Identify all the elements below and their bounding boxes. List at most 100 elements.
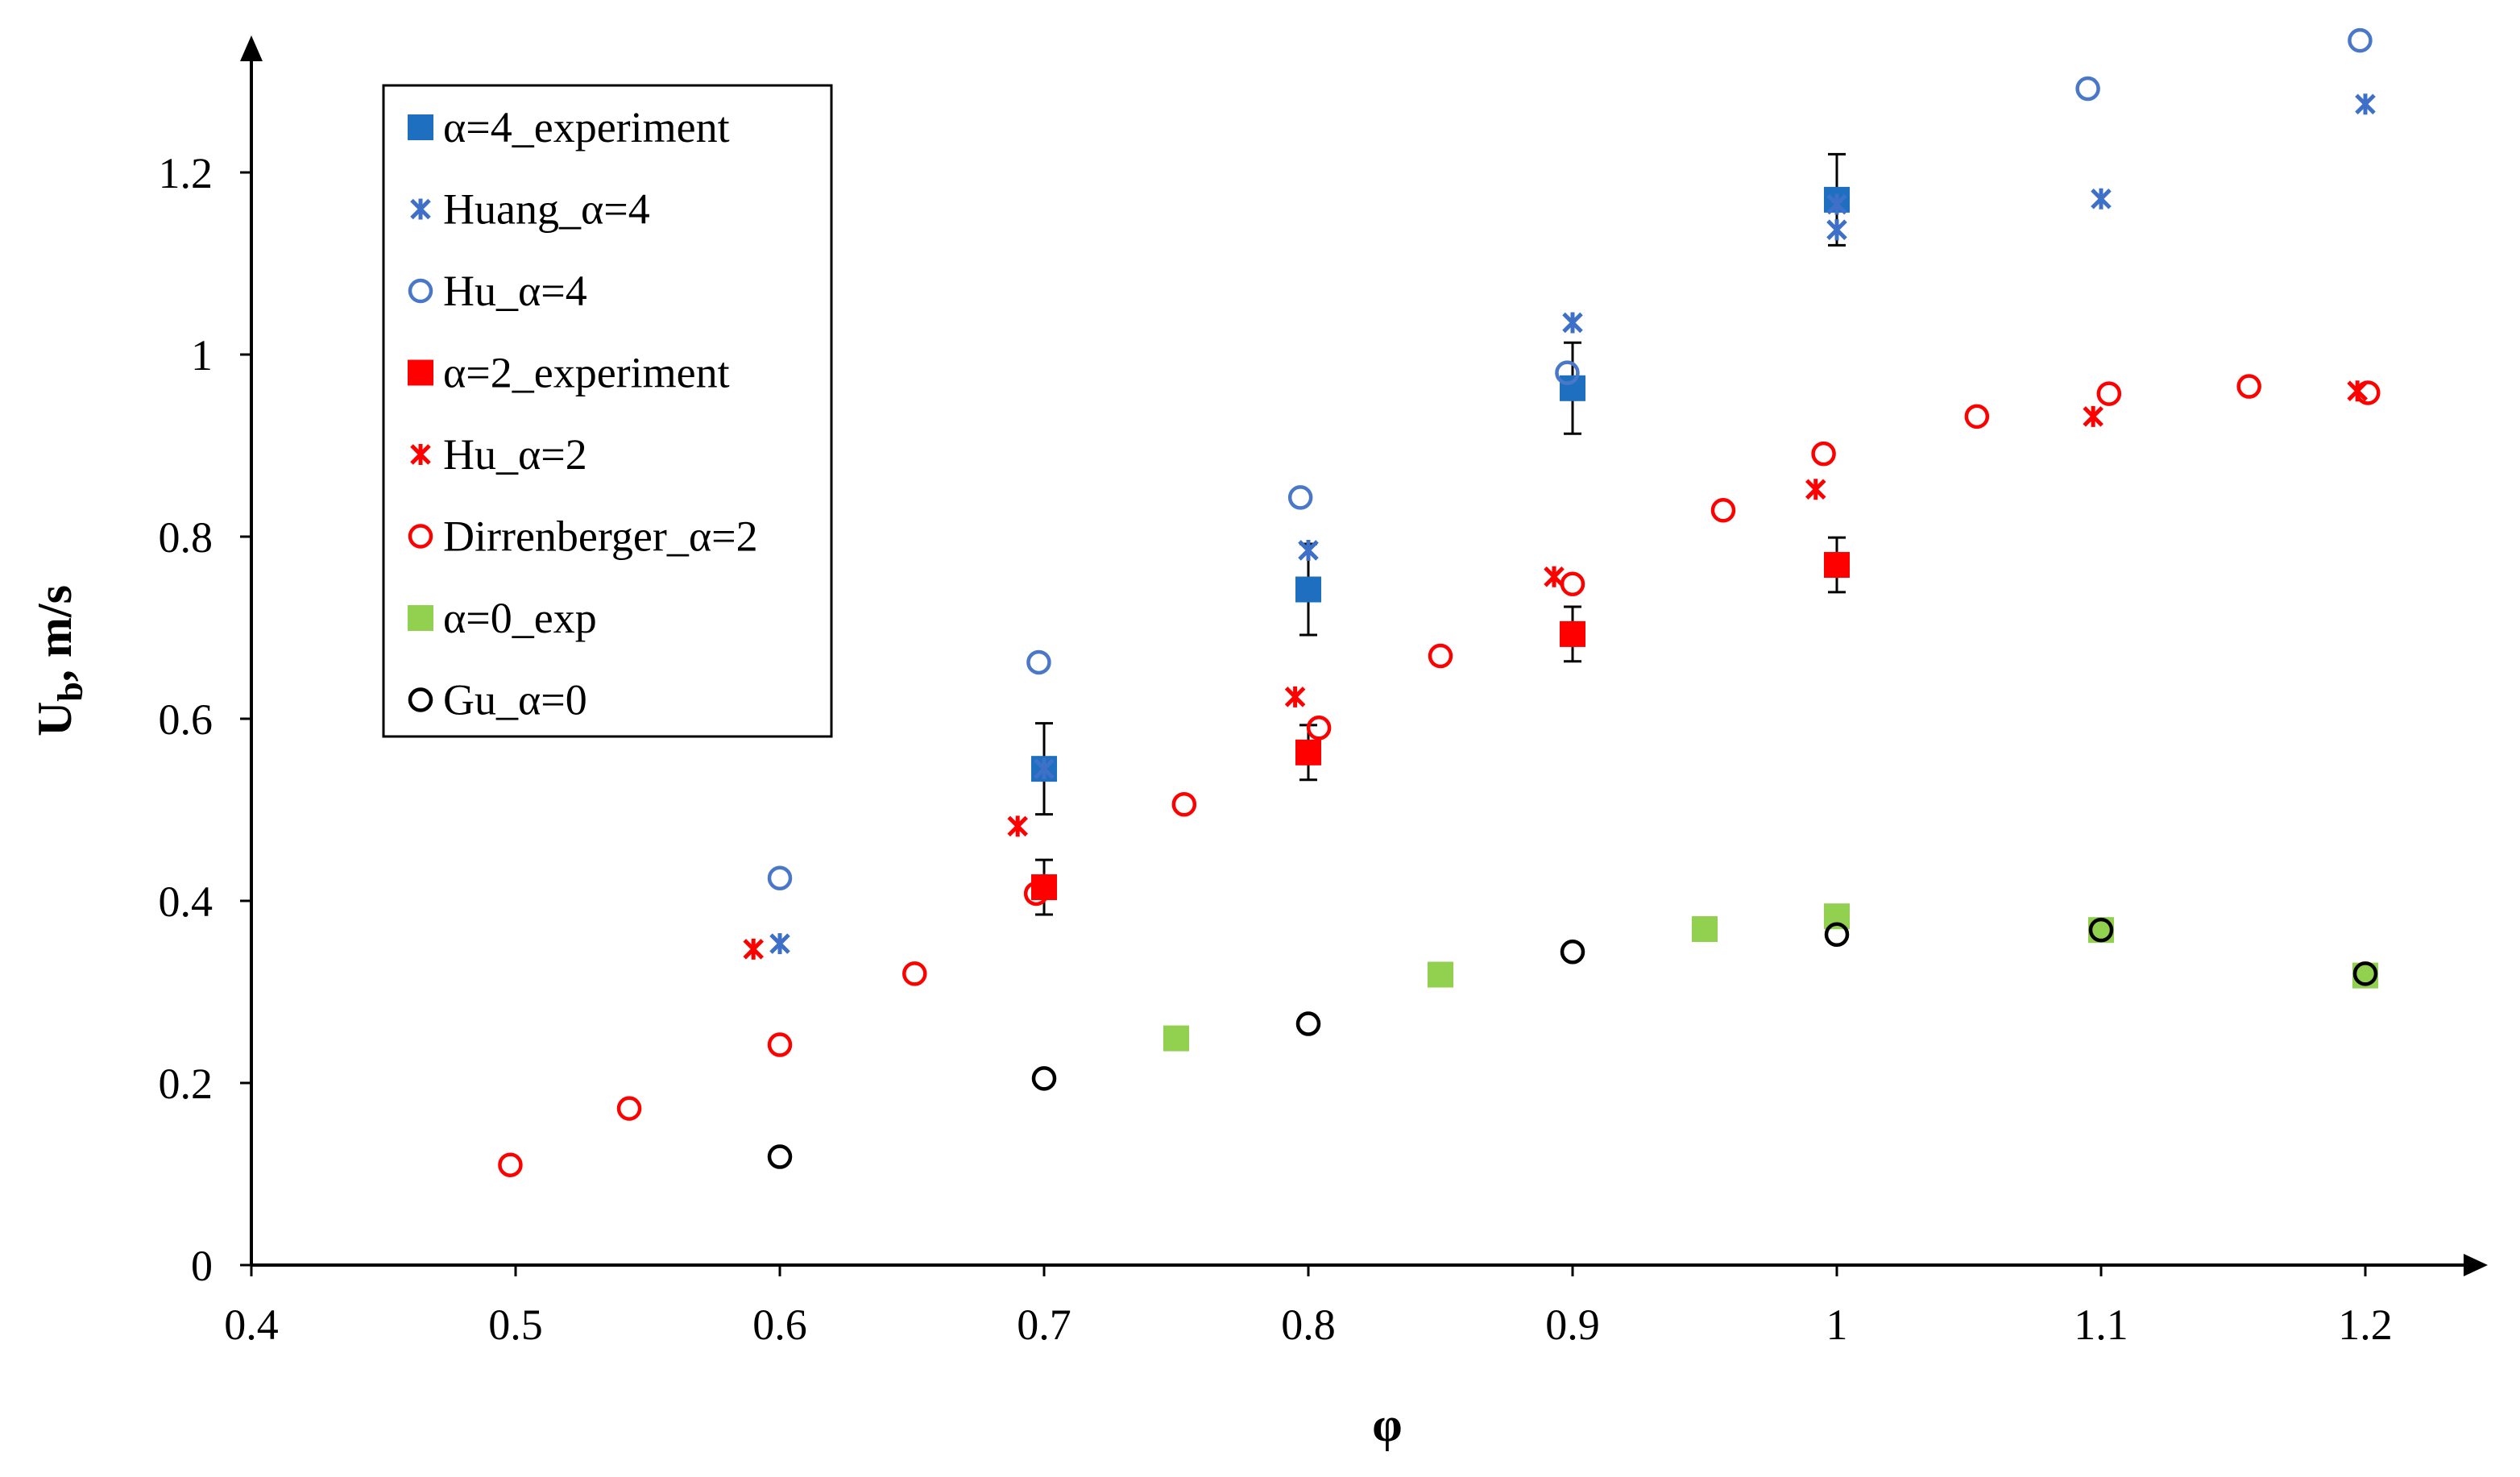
data-point xyxy=(1295,739,1321,765)
y-tick-label: 0.6 xyxy=(159,695,213,744)
data-point xyxy=(902,961,927,986)
data-point xyxy=(2356,380,2381,405)
x-tick-label: 0.7 xyxy=(1017,1301,1071,1349)
data-point xyxy=(1295,1011,1321,1036)
data-point xyxy=(1287,485,1313,510)
data-point xyxy=(1544,566,1565,587)
data-point xyxy=(1560,571,1585,597)
y-axis-title-subscript: b xyxy=(51,682,90,701)
legend-box xyxy=(382,84,833,738)
x-ticks: 0.4 0.5 0.6 0.7 0.8 0.9 1 1.1 1.2 xyxy=(224,1265,2393,1349)
data-point xyxy=(616,1096,642,1121)
legend-marker xyxy=(408,605,433,631)
data-point xyxy=(1560,940,1585,965)
data-point xyxy=(2236,374,2261,399)
legend-marker xyxy=(408,524,433,549)
data-point xyxy=(1555,360,1580,385)
legend-marker xyxy=(408,687,433,712)
data-point xyxy=(2075,76,2100,102)
data-point xyxy=(1428,643,1453,669)
plot-series xyxy=(498,27,2381,1177)
series-Hu_α=4 xyxy=(767,27,2373,890)
axes xyxy=(240,35,2488,1276)
x-tick-label: 0.9 xyxy=(1545,1301,1600,1349)
data-point xyxy=(498,1152,523,1177)
legend-label: Gu_α=0 xyxy=(443,676,587,724)
legend-marker xyxy=(408,114,433,140)
data-point xyxy=(1560,375,1585,401)
x-tick-label: 1.1 xyxy=(2074,1301,2128,1349)
data-point xyxy=(2096,381,2122,406)
data-point xyxy=(1007,815,1028,837)
data-point xyxy=(767,1032,793,1057)
x-tick-label: 1.2 xyxy=(2338,1301,2393,1349)
legend-marker xyxy=(408,359,433,386)
data-point xyxy=(2352,961,2378,986)
data-point xyxy=(1026,649,1051,675)
data-point xyxy=(743,938,764,960)
data-point xyxy=(1710,497,1736,523)
legend-label: Dirrenberger_α=2 xyxy=(443,512,758,561)
data-point xyxy=(1562,312,1583,334)
data-point xyxy=(1034,758,1055,780)
legend-label: Huang_α=4 xyxy=(443,185,650,234)
x-axis-title: φ xyxy=(1372,1398,1402,1451)
y-axis-title-unit: , m/s xyxy=(28,585,81,682)
y-tick-label: 0 xyxy=(191,1242,213,1290)
data-point xyxy=(1692,916,1718,943)
y-tick-label: 1 xyxy=(191,331,213,380)
legend-marker xyxy=(408,278,433,304)
y-axis-title: Ub, m/s xyxy=(28,585,90,736)
data-point xyxy=(1560,620,1585,647)
data-point xyxy=(1284,686,1306,707)
y-ticks: 0 0.2 0.4 0.6 0.8 1 1.2 xyxy=(159,149,251,1290)
x-axis-arrow xyxy=(2464,1254,2488,1276)
legend-label: α=2_experiment xyxy=(443,349,730,397)
legend-label: Hu_α=2 xyxy=(443,430,587,479)
data-point xyxy=(767,865,793,890)
data-point xyxy=(1295,576,1321,603)
legend-items: α=4_experiment Huang_α=4 Hu_α=4 α=2_experim… xyxy=(408,103,758,724)
x-tick-label: 1 xyxy=(1826,1301,1848,1349)
data-point xyxy=(1306,716,1332,741)
data-point xyxy=(1824,552,1850,579)
data-point xyxy=(2083,405,2103,427)
x-tick-label: 0.8 xyxy=(1281,1301,1336,1349)
legend-label: α=4_experiment xyxy=(443,103,730,151)
legend-marker xyxy=(410,198,431,220)
data-point xyxy=(1298,539,1319,561)
data-point xyxy=(1428,961,1453,988)
y-axis-arrow xyxy=(240,35,263,61)
data-point xyxy=(1031,1066,1057,1091)
y-tick-label: 0.8 xyxy=(159,513,213,562)
data-point xyxy=(1023,881,1049,907)
data-point xyxy=(1171,791,1197,817)
data-point xyxy=(1824,922,1850,948)
legend-label: α=0_exp xyxy=(443,594,597,642)
data-point xyxy=(2091,188,2112,210)
data-point xyxy=(1826,219,1847,241)
y-axis-title-main: U xyxy=(28,702,81,736)
legend: α=4_experiment Huang_α=4 Hu_α=4 α=2_experim… xyxy=(382,84,833,738)
data-point xyxy=(1964,404,1990,429)
legend-marker xyxy=(410,444,431,465)
data-point xyxy=(767,1144,793,1169)
y-tick-label: 0.2 xyxy=(159,1060,213,1108)
x-tick-label: 0.4 xyxy=(224,1301,279,1349)
data-point xyxy=(769,933,790,955)
series-Dirrenberger_α=2 xyxy=(498,374,2381,1177)
x-tick-label: 0.5 xyxy=(488,1301,543,1349)
series-Gu_α=0 xyxy=(767,917,2378,1169)
y-tick-label: 1.2 xyxy=(159,149,213,197)
data-point xyxy=(1826,193,1847,215)
data-point xyxy=(1811,441,1836,467)
data-point xyxy=(1805,479,1826,500)
data-point xyxy=(1163,1025,1189,1052)
series-Huang_α=4 xyxy=(769,93,2376,955)
x-tick-label: 0.6 xyxy=(752,1301,807,1349)
legend-label: Hu_α=4 xyxy=(443,267,587,315)
data-point xyxy=(2348,27,2373,53)
series-α=2_experiment xyxy=(1031,552,1850,901)
